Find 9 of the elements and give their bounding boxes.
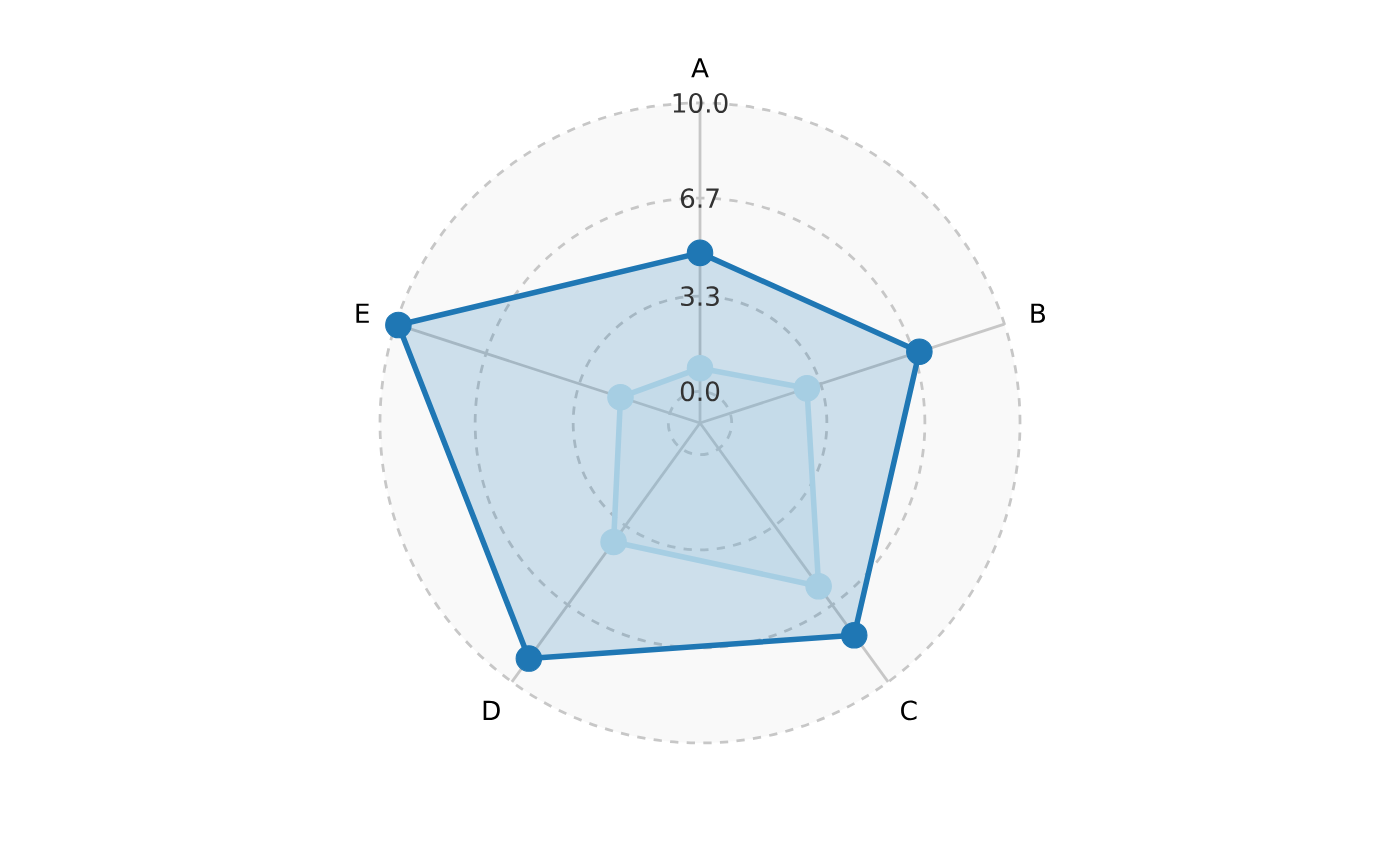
y-tick-label: 0.0 [680,381,720,402]
y-tick-label: 6.7 [680,188,719,209]
spoke-label: A [691,58,709,78]
spoke-label: B [1031,303,1045,323]
spoke-label: D [483,700,500,720]
y-tick-label: 3.3 [681,286,719,307]
y-tick-label: 10.0 [673,93,728,113]
spoke-label: E [356,303,369,323]
spoke-label: C [901,700,917,721]
